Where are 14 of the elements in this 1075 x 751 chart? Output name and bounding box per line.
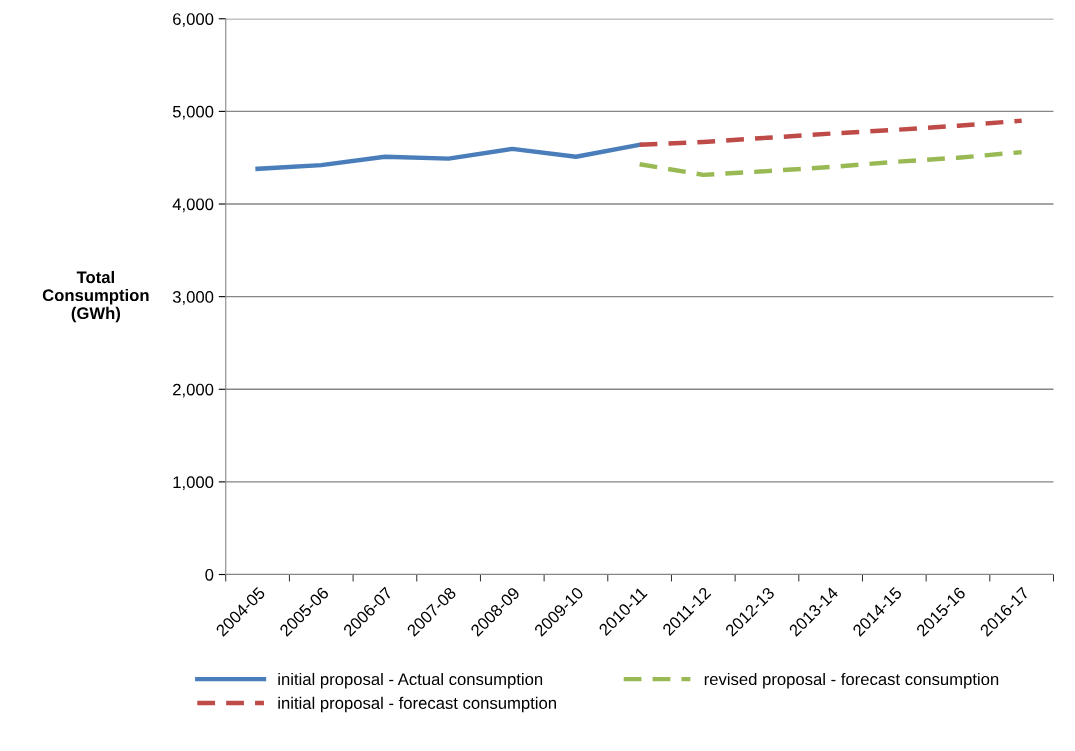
line-series bbox=[637, 149, 1024, 178]
line-series bbox=[255, 142, 642, 172]
legend-label: initial proposal - forecast consumption bbox=[278, 696, 556, 713]
legend-label: revised proposal - forecast consumption bbox=[704, 672, 999, 689]
y-tick-label: 1,000 bbox=[173, 476, 214, 491]
y-tick-label: 4,000 bbox=[172, 198, 214, 213]
y-tick-label: 0 bbox=[205, 568, 214, 581]
y-tick-label: 3,000 bbox=[172, 291, 214, 305]
y-tick-label: 2,000 bbox=[173, 383, 214, 398]
legend-label: initial proposal - Actual consumption bbox=[278, 672, 543, 689]
line-series bbox=[637, 118, 1024, 147]
y-tick-label: 5,000 bbox=[172, 105, 214, 120]
y-axis-title: Total Consumption (GWh) bbox=[42, 270, 149, 323]
y-tick-label: 6,000 bbox=[173, 13, 214, 27]
